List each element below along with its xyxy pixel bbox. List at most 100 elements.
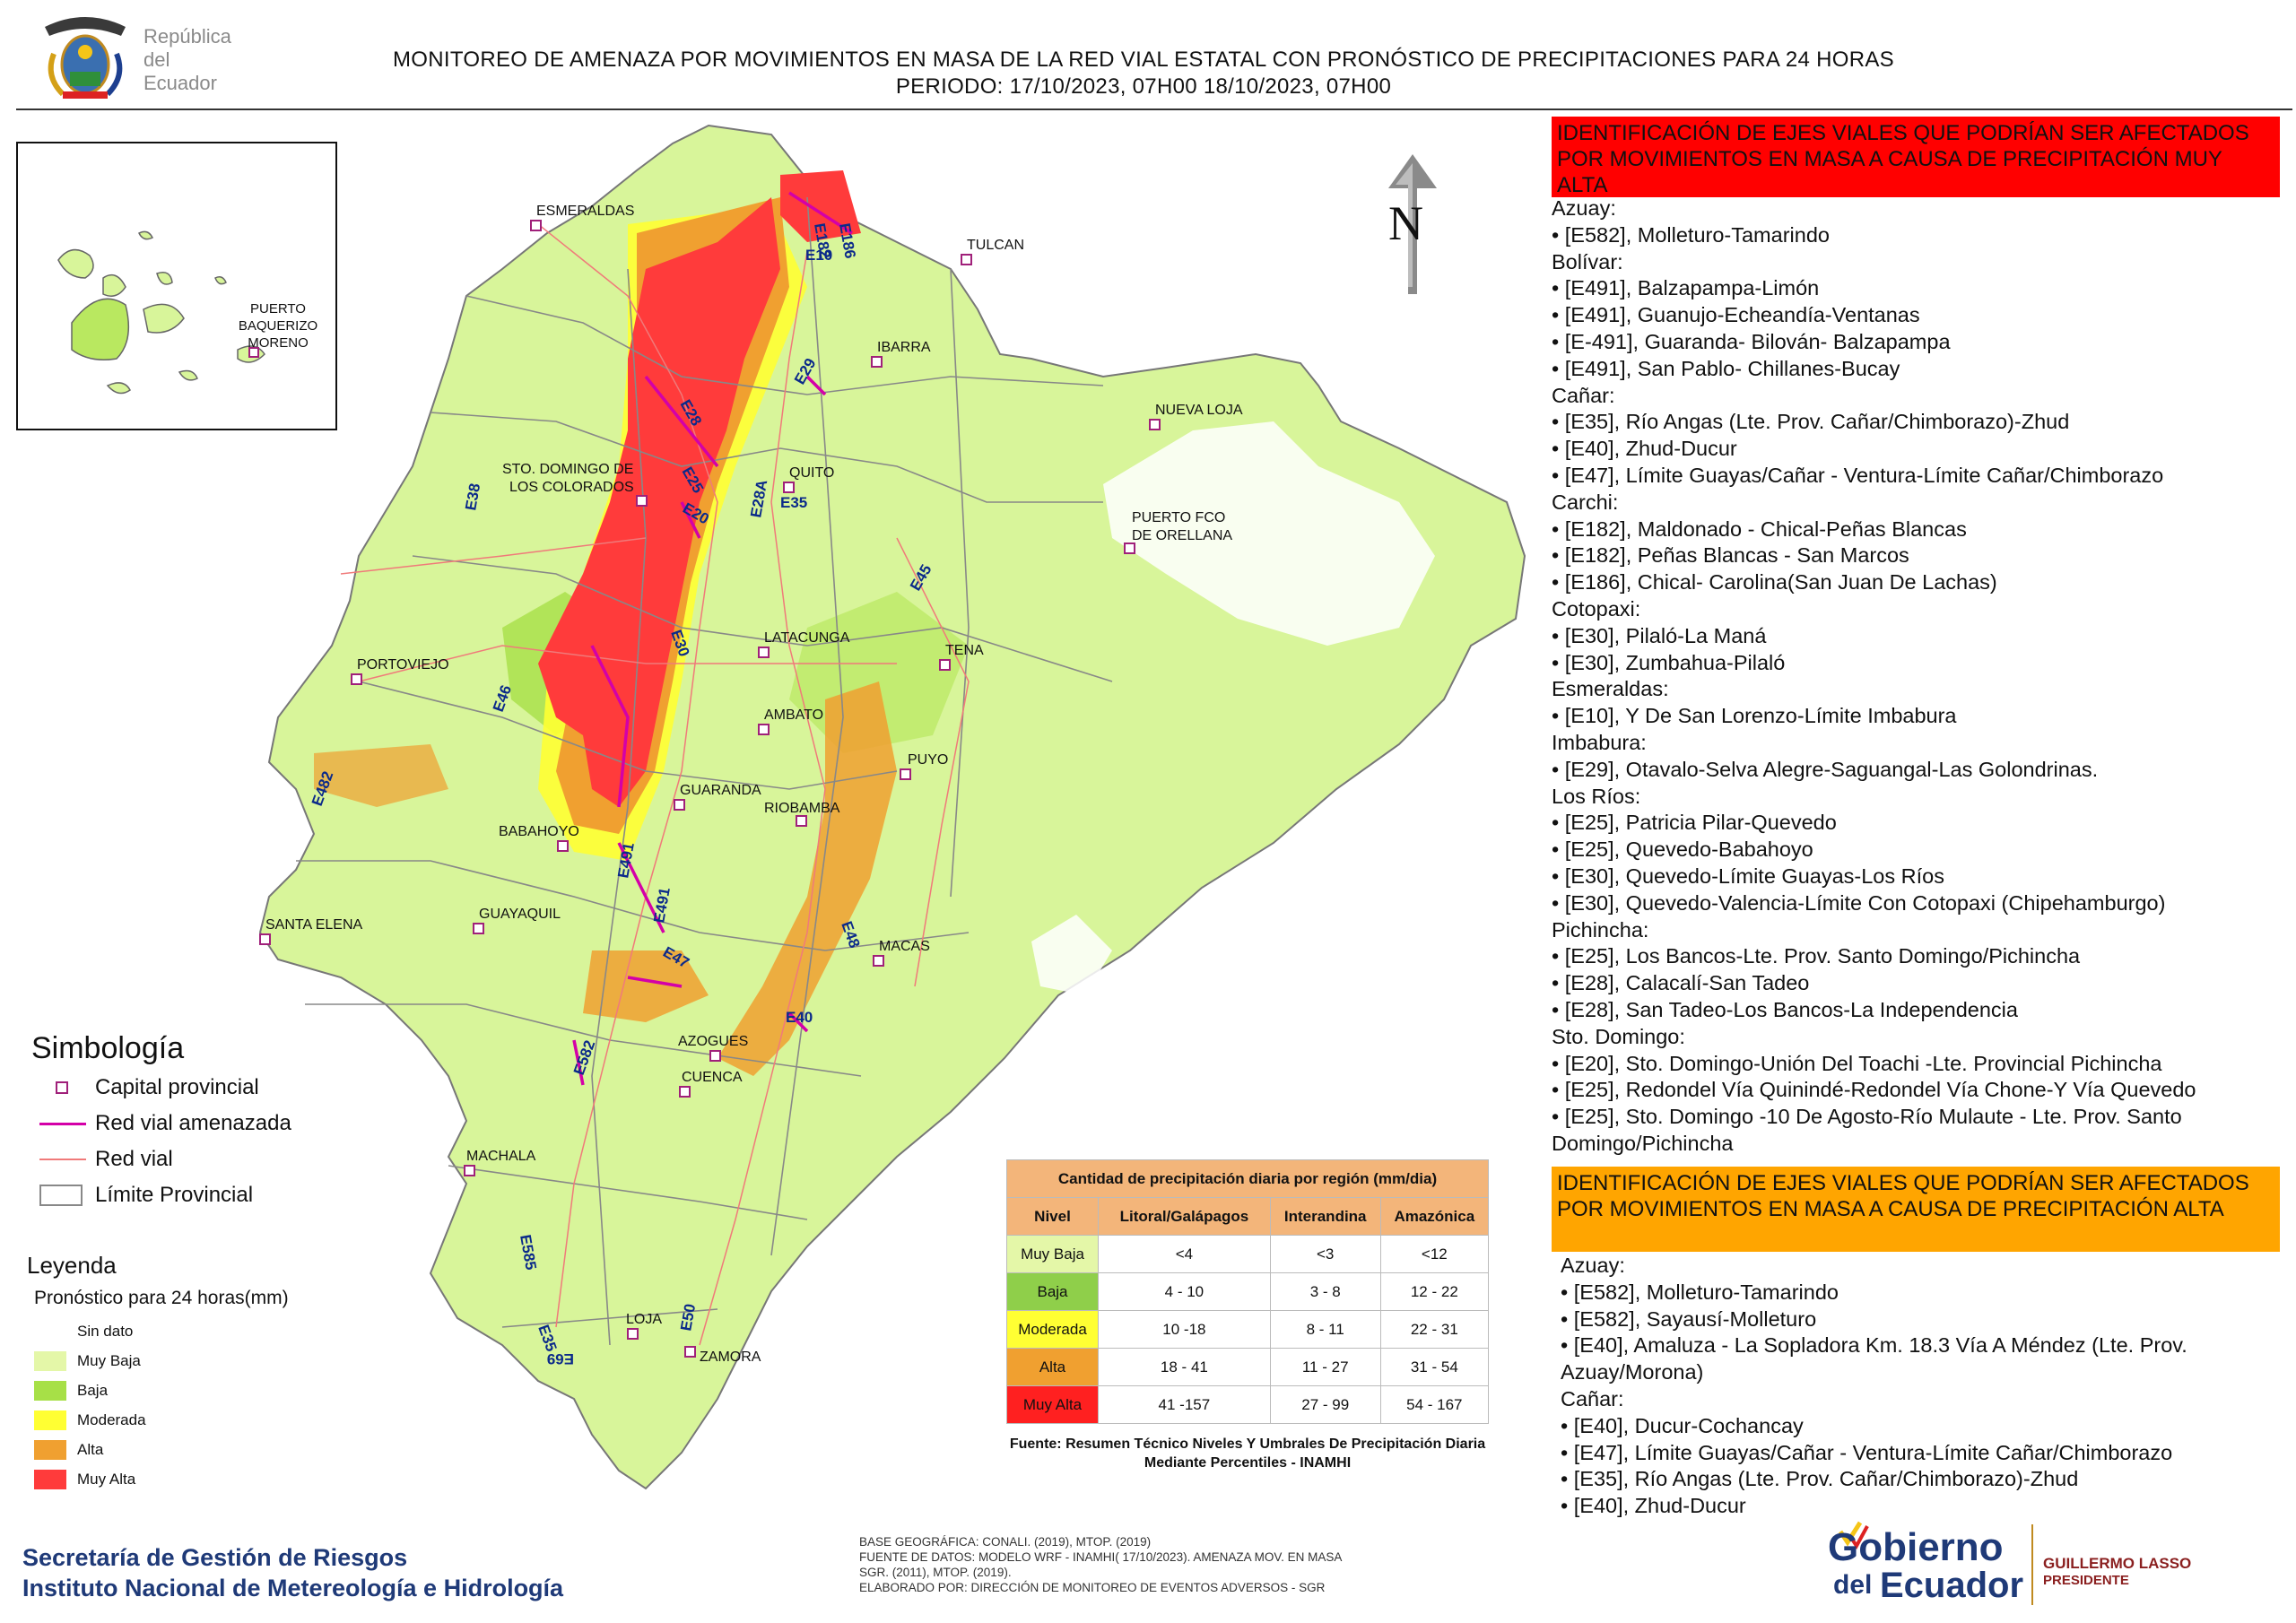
simbologia-threatened-label: Red vial amenazada <box>95 1111 291 1135</box>
value-cell: 31 - 54 <box>1379 1348 1490 1386</box>
moderate-precip-area <box>314 744 448 807</box>
list-item: • [E40], Zhud-Ducur <box>1561 1494 1746 1518</box>
city-riobamba: RIOBAMBA <box>764 801 840 827</box>
level-cell: Muy Baja <box>1006 1235 1099 1273</box>
value-cell: <4 <box>1098 1235 1271 1273</box>
list-item: • [E582], Sayausí-Molleturo <box>1561 1306 1817 1331</box>
svg-text:E69: E69 <box>547 1350 574 1367</box>
city-loja: LOJA <box>626 1312 662 1340</box>
city-santa-elena: SANTA ELENA <box>259 917 363 945</box>
list-item: • [E582], Molleturo-Tamarindo <box>1561 1280 1839 1304</box>
value-cell: 8 - 11 <box>1269 1310 1381 1349</box>
leyenda-item: Baja <box>34 1380 108 1402</box>
list-item: • [E25], Los Bancos-Lte. Prov. Santo Dom… <box>1552 944 2081 968</box>
svg-text:PUERTO FCO: PUERTO FCO <box>1132 510 1225 525</box>
republic-logo: República del Ecuador <box>27 9 233 103</box>
threatened-road-line-icon <box>36 1110 90 1137</box>
list-item: Azuay: <box>1552 196 1616 220</box>
list-item: Imbabura: <box>1552 730 1647 754</box>
svg-text:LATACUNGA: LATACUNGA <box>764 630 850 646</box>
list-item: • [E30], Quevedo-Límite Guayas-Los Ríos <box>1552 864 1944 888</box>
high-precip-area <box>583 950 709 1022</box>
list-item: Los Ríos: <box>1552 784 1641 808</box>
svg-text:RIOBAMBA: RIOBAMBA <box>764 801 840 816</box>
svg-text:DE ORELLANA: DE ORELLANA <box>1132 528 1232 543</box>
list-item: • [E25], Patricia Pilar-Quevedo <box>1552 811 1837 835</box>
provincial-limit-icon <box>36 1182 90 1209</box>
leyenda-item: Alta <box>34 1439 103 1461</box>
org-line2: Instituto Nacional de Metereología e Hid… <box>22 1575 564 1601</box>
city-tena: TENA <box>939 643 984 671</box>
level-cell: Muy Alta <box>1006 1385 1099 1424</box>
simbologia-road: Red vial <box>36 1146 173 1173</box>
svg-text:E40: E40 <box>786 1009 813 1026</box>
table-row: Alta 18 - 41 11 - 27 31 - 54 <box>1006 1348 1490 1386</box>
value-cell: 27 - 99 <box>1269 1385 1381 1424</box>
col-header: Amazónica <box>1379 1197 1490 1236</box>
svg-text:LOJA: LOJA <box>626 1312 662 1327</box>
svg-text:BABAHOYO: BABAHOYO <box>499 824 579 839</box>
city-santo-domingo: STO. DOMINGO DE LOS COLORADOS <box>502 462 648 507</box>
base-info-line: BASE GEOGRÁFICA: CONALI. (2019), MTOP. (… <box>859 1535 1152 1549</box>
header-divider <box>16 108 2292 110</box>
leyenda-label: Moderada <box>77 1411 146 1428</box>
list-item: • [E28], Calacalí-San Tadeo <box>1552 971 1810 995</box>
leyenda-title: Leyenda <box>27 1252 117 1279</box>
list-item: • [E29], Otavalo-Selva Alegre-Saguangal-… <box>1552 757 2099 781</box>
list-item: • [E491], San Pablo- Chillanes-Bucay <box>1552 356 1900 380</box>
svg-text:STO. DOMINGO DE: STO. DOMINGO DE <box>502 462 633 477</box>
precip-table-title: Cantidad de precipitación diaria por reg… <box>1006 1159 1489 1198</box>
value-cell: <12 <box>1379 1235 1490 1273</box>
value-cell: 11 - 27 <box>1269 1348 1381 1386</box>
high-list: Azuay: • [E582], Molleturo-Tamarindo • [… <box>1561 1253 2296 1520</box>
city-babahoyo: BABAHOYO <box>499 824 579 852</box>
base-info-line: SGR. (2011), MTOP. (2019). <box>859 1566 1012 1579</box>
swatch-alta <box>34 1440 66 1460</box>
svg-text:GUAYAQUIL: GUAYAQUIL <box>479 907 561 922</box>
provincial-limits <box>296 196 1113 1346</box>
title-period: PERIODO: 17/10/2023, 07H00 18/10/2023, 0… <box>895 74 1392 99</box>
city-azogues: AZOGUES <box>678 1034 748 1062</box>
city-ibarra: IBARRA <box>871 340 931 368</box>
list-item: • [E25], Redondel Vía Quinindé-Redondel … <box>1552 1078 2196 1102</box>
value-cell: 12 - 22 <box>1379 1272 1490 1311</box>
list-item: • [E20], Sto. Domingo-Unión Del Toachi -… <box>1552 1051 2162 1075</box>
city-esmeraldas: ESMERALDAS <box>530 204 634 231</box>
level-cell: Alta <box>1006 1348 1099 1386</box>
list-item: • [E40], Amaluza - La Sopladora Km. 18.3… <box>1561 1333 2187 1384</box>
title-line1: MONITOREO DE AMENAZA POR MOVIMIENTOS EN … <box>393 48 1894 72</box>
simbologia-capital-label: Capital provincial <box>95 1075 259 1099</box>
list-item: • [E-491], Guaranda- Bilován- Balzapampa <box>1552 329 1951 353</box>
city-guaranda: GUARANDA <box>674 783 761 811</box>
leyenda-item: Muy Alta <box>34 1469 135 1490</box>
very-high-list: Azuay: • [E582], Molleturo-Tamarindo Bol… <box>1552 195 2287 1158</box>
level-cell: Baja <box>1006 1272 1099 1311</box>
svg-text:E38: E38 <box>462 482 483 512</box>
simbologia-limit-label: Límite Provincial <box>95 1183 254 1207</box>
list-item: • [E182], Peñas Blancas - San Marcos <box>1552 543 1909 568</box>
high-precip-area <box>718 681 897 1076</box>
value-cell: <3 <box>1269 1235 1381 1273</box>
svg-text:QUITO: QUITO <box>789 465 834 481</box>
list-item: • [E10], Y De San Lorenzo-Límite Imbabur… <box>1552 704 1957 728</box>
gobierno-word1: Gobierno <box>1828 1525 2004 1569</box>
list-item: • [E35], Río Angas (Lte. Prov. Cañar/Chi… <box>1561 1467 2079 1491</box>
svg-text:TULCAN: TULCAN <box>967 238 1024 253</box>
simbologia-road-label: Red vial <box>95 1147 173 1171</box>
galapagos-islands <box>57 230 265 395</box>
svg-text:TENA: TENA <box>945 643 984 658</box>
list-item: • [E30], Quevedo-Valencia-Límite Con Cot… <box>1552 890 2166 915</box>
city-puerto-baquerizo-moreno: PUERTO BAQUERIZO MORENO <box>238 301 318 351</box>
org-line1: Secretaría de Gestión de Riesgos <box>22 1544 408 1571</box>
no-data-area <box>1103 421 1435 646</box>
list-item: • [E582], Molleturo-Tamarindo <box>1552 222 1830 247</box>
table-row: Moderada 10 -18 8 - 11 22 - 31 <box>1006 1310 1490 1349</box>
leyenda-subtitle: Pronóstico para 24 horas(mm) <box>34 1288 289 1308</box>
simbologia-threatened-road: Red vial amenazada <box>36 1110 291 1137</box>
president-name: GUILLERMO LASSO <box>2043 1555 2192 1572</box>
north-label: N <box>1388 196 1423 250</box>
precipitation-table: Cantidad de precipitación diaria por reg… <box>1006 1159 1490 1424</box>
list-item: Bolívar: <box>1552 249 1623 273</box>
swatch-baja <box>34 1381 66 1401</box>
svg-text:MACAS: MACAS <box>879 939 930 954</box>
